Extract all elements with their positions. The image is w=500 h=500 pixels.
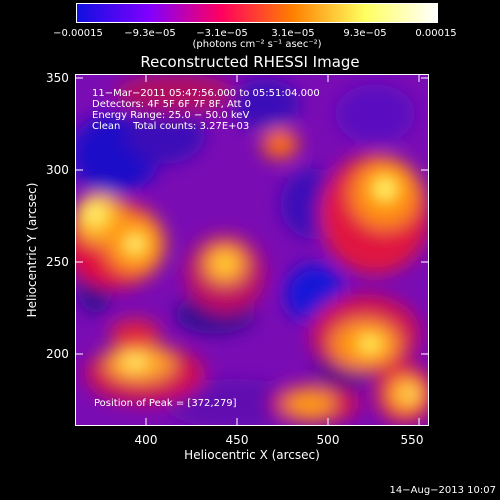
total-counts-label: Clean Total counts: 3.27E+03 [92,121,250,132]
x-tick-label: 450 [225,433,249,447]
colorbar [76,3,438,23]
x-axis-label: Heliocentric X (arcsec) [184,448,320,462]
y-tick-label: 250 [46,255,69,269]
solar-hxr-image [75,74,429,426]
solar-image-panel: 11−Mar−2011 05:47:56.000 to 05:51:04.000… [75,74,429,426]
colorbar-unit: (photons cm⁻² s⁻¹ asec⁻²) [192,39,322,50]
colorbar-tick: 9.3e−05 [343,28,387,39]
timestamp: 14−Aug−2013 10:07 [389,485,496,496]
y-tick-label: 200 [46,347,69,361]
energy-range-label: Energy Range: 25.0 − 50.0 keV [92,110,250,121]
y-tick-label: 300 [46,163,69,177]
x-tick-label: 550 [400,433,424,447]
peak-position-label: Position of Peak = [372,279] [94,398,237,409]
y-axis-label: Heliocentric Y (arcsec) [25,182,39,318]
image-title: Reconstructed RHESSI Image [140,53,360,71]
colorbar-tick: −3.1e−05 [196,28,248,39]
colorbar-tick: 0.00015 [415,28,457,39]
colorbar-tick: −9.3e−05 [124,28,176,39]
time-range-label: 11−Mar−2011 05:47:56.000 to 05:51:04.000 [92,88,320,99]
y-tick-label: 350 [46,71,69,85]
detectors-label: Detectors: 4F 5F 6F 7F 8F, Att 0 [92,99,252,110]
x-tick-label: 500 [316,433,340,447]
colorbar-tick: 3.1e−05 [271,28,315,39]
colorbar-tick: −0.00015 [53,28,103,39]
x-tick-label: 400 [134,433,158,447]
